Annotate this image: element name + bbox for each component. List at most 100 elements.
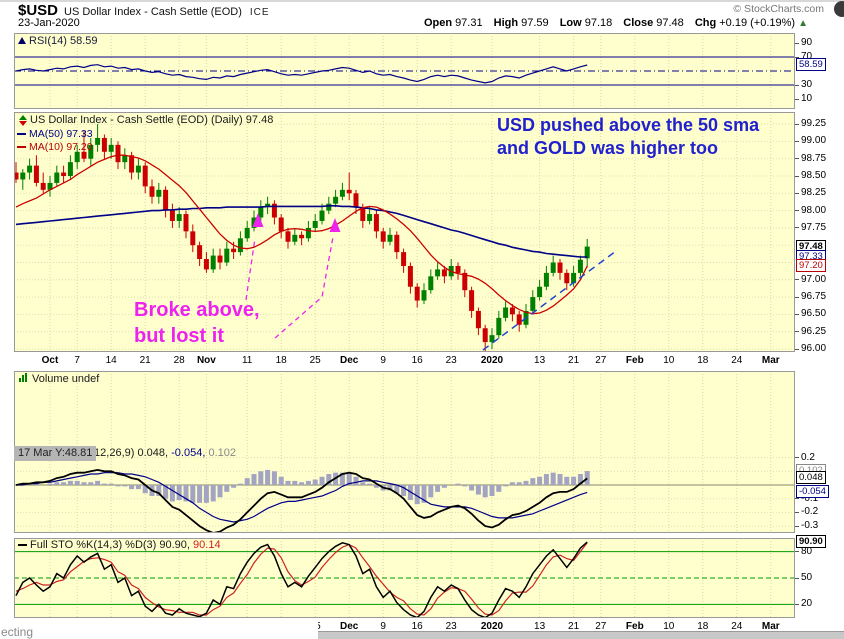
macd-plot[interactable]	[14, 371, 795, 533]
price-panel	[14, 112, 795, 352]
date-tick-label: 16	[411, 621, 423, 632]
high-value: 97.59	[521, 17, 549, 29]
axis-value-box: 97.48	[796, 239, 826, 253]
axis-tick-mark	[795, 511, 799, 513]
axis-tick-label: 98.00	[801, 204, 827, 216]
axis-tick-mark	[795, 348, 799, 350]
date-tick-label: Mar	[761, 621, 780, 632]
ohlc-quote: Open 97.31 High 97.59 Low 97.18 Close 97.48 …	[416, 17, 808, 29]
axis-tick-mark	[795, 210, 799, 212]
horizontal-scrollbar[interactable]	[0, 631, 844, 639]
low-value: 97.18	[584, 17, 613, 29]
corner-widget	[834, 1, 844, 17]
axis-tick-label: 70	[801, 51, 813, 62]
axis-tick-mark	[795, 175, 799, 177]
copyright: © StockCharts.com	[733, 3, 824, 15]
axis-tick-label: 50	[801, 572, 813, 583]
change-value: +0.19 (+0.19%)	[719, 17, 796, 29]
date-tick-label: 27	[595, 355, 607, 366]
chart-date: 23-Jan-2020	[18, 17, 80, 29]
axis-tick-label: 30	[801, 79, 813, 90]
date-tick-label: 24	[731, 355, 743, 366]
axis-tick-label: 96.25	[801, 325, 827, 337]
date-tick-label: 25	[309, 355, 321, 366]
axis-tick-mark	[795, 296, 799, 298]
axis-tick-mark	[795, 603, 799, 605]
tooltip-text: 17 Mar Y:48.81	[18, 447, 93, 459]
price-plot[interactable]	[14, 112, 795, 352]
stochastic-panel	[14, 538, 795, 618]
axis-tick-label: 99.00	[801, 135, 827, 147]
axis-value-box: 90.90	[796, 535, 826, 548]
axis-value-box: -0.054	[796, 485, 829, 499]
axis-tick-label: 99.25	[801, 118, 827, 130]
date-tick-label: 9	[380, 355, 386, 366]
axis-tick-label: 96.50	[801, 308, 827, 320]
axis-tick-mark	[795, 279, 799, 281]
date-tick-label: 16	[411, 355, 423, 366]
axis-tick-mark	[795, 313, 799, 315]
header-title-row: $USD US Dollar Index - Cash Settle (EOD) I…	[18, 2, 838, 19]
date-tick-label: 21	[568, 621, 580, 632]
date-tick-label: 18	[275, 355, 287, 366]
stochastic-plot[interactable]	[14, 538, 795, 618]
axis-tick-mark	[795, 457, 799, 459]
axis-tick-mark	[795, 551, 799, 553]
date-tick-label: 28	[173, 355, 185, 366]
rsi-plot[interactable]	[14, 33, 795, 109]
change-up-icon: ▲	[798, 18, 808, 29]
low-label: Low	[559, 17, 582, 29]
axis-tick-label: 98.75	[801, 152, 827, 164]
axis-tick-mark	[795, 227, 799, 229]
date-tick-label: 18	[697, 621, 709, 632]
axis-tick-label: 20	[801, 598, 813, 610]
axis-tick-mark	[795, 84, 799, 86]
rsi-panel	[14, 33, 795, 109]
date-tick-label: 10	[663, 621, 675, 632]
axis-tick-label: 97.75	[801, 221, 827, 233]
date-tick-label: 18	[697, 355, 709, 366]
axis-tick-label: 98.25	[801, 187, 827, 199]
axis-value-box: 58.59	[796, 57, 826, 71]
macd-volume-panel	[14, 371, 795, 533]
axis-tick-label: -0.2	[801, 506, 819, 518]
date-tick-label: Feb	[625, 621, 644, 632]
symbol: $USD	[18, 2, 59, 19]
axis-tick-mark	[795, 498, 799, 500]
axis-tick-label: 80	[801, 545, 813, 557]
close-value: 97.48	[656, 17, 684, 29]
axis-tick-label: 90	[801, 37, 813, 48]
date-tick-label: 24	[731, 621, 743, 632]
axis-tick-mark	[795, 140, 799, 142]
axis-value-box: 97.33	[796, 249, 826, 263]
hover-tooltip: 17 Mar Y:48.81	[14, 446, 97, 461]
header-quote-row: 23-Jan-2020 Open 97.31 High 97.59 Low 97.18…	[18, 17, 838, 31]
status-text: ecting	[1, 625, 34, 639]
date-tick-label: 14	[105, 355, 117, 366]
chart-header: $USD US Dollar Index - Cash Settle (EOD) I…	[0, 2, 844, 32]
date-tick-label: 23	[445, 355, 457, 366]
chart-title: US Dollar Index - Cash Settle (EOD)	[64, 6, 242, 18]
main-date-axis: Oct 7 14 21 28 Nov 11 18 25 Dec 9 16 23 2020 13 21 27 Feb…	[0, 353, 844, 370]
axis-value-box: 0.048	[796, 471, 826, 485]
date-tick-label: 13	[534, 621, 546, 632]
change-label: Chg	[694, 17, 717, 29]
axis-tick-label: 10	[801, 93, 813, 104]
date-tick-label: 27	[595, 621, 607, 632]
axis-tick-mark	[795, 98, 799, 100]
axis-value-box: 97.20	[796, 258, 826, 272]
date-tick-label: 9	[380, 621, 386, 632]
status-bar: ecting	[0, 621, 318, 639]
date-tick-label: Nov	[196, 355, 216, 366]
date-tick-label: 21	[139, 355, 151, 366]
axis-tick-label: 98.50	[801, 170, 827, 181]
axis-tick-mark	[795, 192, 799, 194]
open-label: Open	[423, 17, 453, 29]
axis-tick-label: 96.75	[801, 291, 827, 303]
window-top-edge	[0, 0, 844, 2]
exchange-label: ICE	[249, 7, 270, 18]
axis-tick-mark	[795, 42, 799, 44]
date-tick-label: 10	[663, 355, 675, 366]
axis-tick-label: 97.00	[801, 273, 827, 285]
